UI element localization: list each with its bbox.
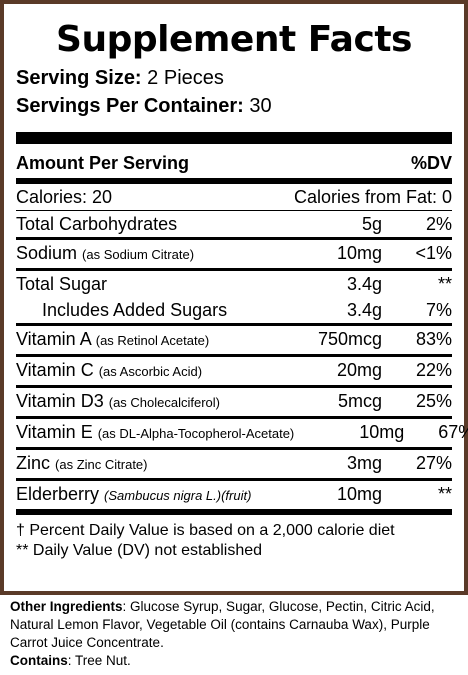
nutrient-amount: 750mcg: [317, 329, 382, 349]
nutrient-row: Total Carbohydrates 5g 2%: [16, 211, 452, 240]
servings-per-container: Servings Per Container: 30: [16, 92, 452, 120]
nutrient-dv: 67%: [438, 422, 468, 442]
nutrient-dv: **: [437, 274, 452, 294]
nutrient-source-note: (Sambucus nigra L.)(fruit): [104, 488, 252, 503]
supplement-facts-panel: Supplement Facts Serving Size: 2 Pieces …: [0, 0, 468, 595]
nutrient-row: Vitamin C (as Ascorbic Acid) 20mg 22%: [16, 357, 452, 388]
nutrient-name: Total Carbohydrates: [16, 211, 272, 237]
nutrient-amount: 3.4g: [346, 274, 382, 294]
panel-title: Supplement Facts: [56, 19, 412, 60]
nutrient-name-text: Vitamin E: [16, 422, 93, 442]
nutrient-dv: 25%: [415, 391, 452, 411]
nutrient-name-text: Zinc: [16, 453, 51, 473]
nutrient-amount: 10mg: [359, 422, 405, 442]
contains-text: : Tree Nut.: [67, 653, 131, 668]
medium-divider: [16, 178, 452, 184]
nutrient-dv: <1%: [415, 243, 452, 263]
nutrient-name: Total Sugar: [16, 271, 272, 297]
servings-per-container-value: 30: [249, 95, 272, 117]
serving-size: Serving Size: 2 Pieces: [16, 64, 452, 92]
nutrient-source-note: (as Ascorbic Acid): [98, 364, 203, 379]
nutrient-source-note: (as Retinol Acetate): [95, 333, 210, 348]
nutrient-amount: 3.4g: [346, 300, 382, 320]
nutrient-row: Includes Added Sugars 3.4g 7%: [16, 297, 452, 326]
nutrient-source-note: (as Zinc Citrate): [55, 457, 148, 472]
nutrient-name: Vitamin E (as DL-Alpha-Tocopherol-Acetat…: [16, 419, 294, 447]
nutrient-row: Zinc (as Zinc Citrate) 3mg 27%: [16, 450, 452, 481]
servings-per-container-label: Servings Per Container:: [16, 95, 244, 117]
nutrient-name-text: Vitamin D3: [16, 391, 104, 411]
nutrient-amount: 5g: [361, 214, 382, 234]
nutrient-dv: 22%: [415, 360, 452, 380]
thick-divider: [16, 132, 452, 144]
nutrient-dv: 7%: [425, 300, 452, 320]
calories-label: Calories: 20: [16, 187, 113, 207]
nutrient-name: Vitamin D3 (as Cholecalciferol): [16, 388, 272, 416]
daily-value-footnote: † Percent Daily Value is based on a 2,00…: [16, 522, 395, 539]
not-established-footnote: ** Daily Value (DV) not established: [16, 542, 263, 559]
nutrient-amount: 10mg: [336, 484, 382, 504]
nutrient-row: Sodium (as Sodium Citrate) 10mg <1%: [16, 240, 452, 271]
nutrient-name-text: Vitamin C: [16, 360, 94, 380]
nutrient-amount: 10mg: [336, 243, 382, 263]
other-ingredients-label: Other Ingredients: [10, 599, 123, 614]
nutrient-name: Zinc (as Zinc Citrate): [16, 450, 272, 478]
nutrient-dv: 27%: [415, 453, 452, 473]
nutrient-amount: 5mcg: [337, 391, 382, 411]
other-ingredients: Other Ingredients: Glucose Syrup, Sugar,…: [10, 598, 462, 670]
nutrient-source-note: (as Cholecalciferol): [108, 395, 220, 410]
nutrient-name: Vitamin C (as Ascorbic Acid): [16, 357, 272, 385]
nutrient-amount: 20mg: [336, 360, 382, 380]
nutrient-name: Vitamin A (as Retinol Acetate): [16, 326, 272, 354]
nutrient-row: Vitamin E (as DL-Alpha-Tocopherol-Acetat…: [16, 419, 468, 450]
contains-label: Contains: [10, 653, 68, 668]
nutrient-name-text: Includes Added Sugars: [42, 300, 228, 320]
nutrient-name: Includes Added Sugars: [16, 297, 272, 323]
nutrient-name: Elderberry (Sambucus nigra L.)(fruit): [16, 481, 272, 509]
nutrient-name: Sodium (as Sodium Citrate): [16, 240, 272, 268]
nutrient-row: Elderberry (Sambucus nigra L.)(fruit) 10…: [16, 481, 452, 515]
nutrient-dv: 2%: [425, 214, 452, 234]
nutrient-row: Total Sugar 3.4g **: [16, 271, 452, 297]
nutrient-name-text: Vitamin A: [16, 329, 91, 349]
dv-header: %DV: [410, 153, 452, 173]
nutrient-dv: 83%: [415, 329, 452, 349]
nutrient-dv: **: [437, 484, 452, 504]
nutrient-name-text: Total Carbohydrates: [16, 214, 178, 234]
footnotes: † Percent Daily Value is based on a 2,00…: [16, 515, 452, 561]
calories-from-fat-label: Calories from Fat: 0: [293, 187, 452, 207]
nutrient-row: Vitamin A (as Retinol Acetate) 750mcg 83…: [16, 326, 452, 357]
serving-size-value: 2 Pieces: [147, 67, 224, 89]
other-ingredients-text: : Glucose Syrup, Sugar, Glucose, Pectin,…: [10, 599, 435, 650]
amount-per-serving-header: Amount Per Serving: [16, 153, 190, 173]
nutrient-row: Vitamin D3 (as Cholecalciferol) 5mcg 25%: [16, 388, 452, 419]
calories-row: Calories: 20 Calories from Fat: 0: [16, 184, 452, 211]
nutrient-name-text: Elderberry: [16, 484, 100, 504]
amount-header-row: Amount Per Serving %DV: [16, 144, 452, 178]
nutrient-amount: 3mg: [346, 453, 382, 473]
nutrient-source-note: (as Sodium Citrate): [82, 247, 195, 262]
nutrient-name-text: Total Sugar: [16, 274, 108, 294]
serving-size-label: Serving Size:: [16, 67, 142, 89]
nutrient-source-note: (as DL-Alpha-Tocopherol-Acetate): [97, 426, 295, 441]
nutrient-name-text: Sodium: [16, 243, 78, 263]
